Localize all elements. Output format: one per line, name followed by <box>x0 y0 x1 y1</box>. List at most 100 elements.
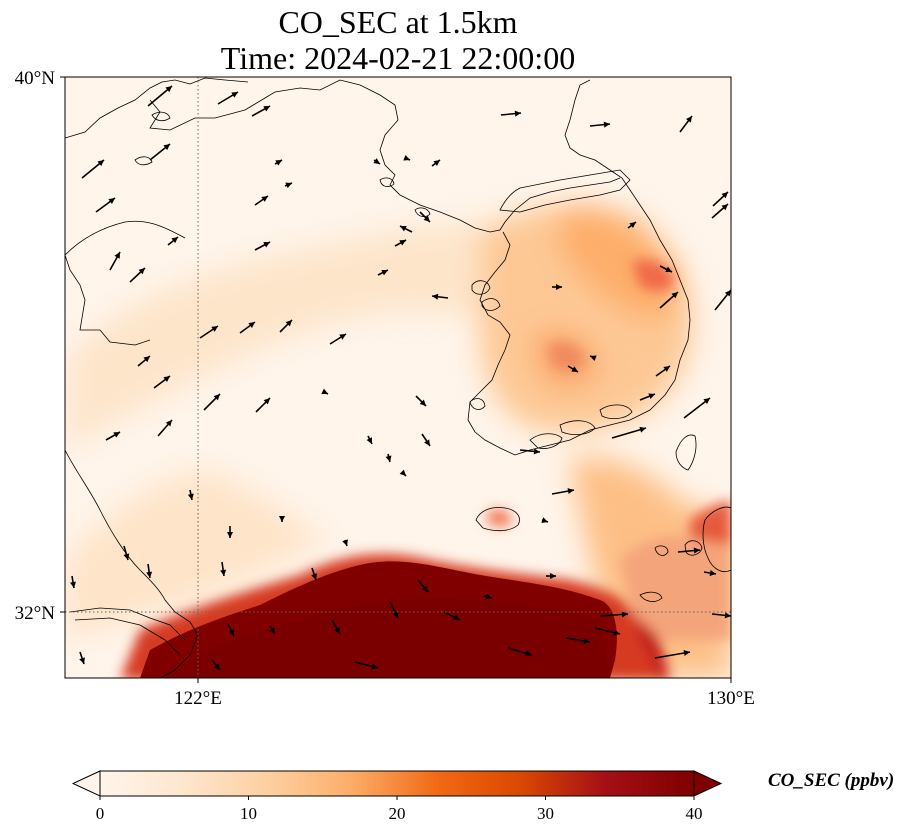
wind-vector-head <box>419 399 426 406</box>
wind-vector-head <box>285 182 292 189</box>
wind-vector-head <box>571 366 578 372</box>
wind-vector-head <box>70 581 76 588</box>
wind-vector-head <box>403 154 410 161</box>
wind-vector-head <box>385 455 392 462</box>
axis-ticks <box>60 76 732 683</box>
map-frame <box>64 76 732 679</box>
wind-vector-head <box>187 493 194 500</box>
wind-vector-head <box>724 612 731 619</box>
wind-vector-head <box>381 270 388 276</box>
wind-vector-head <box>421 585 428 592</box>
wind-vector-head <box>671 292 678 299</box>
wind-vector-head <box>279 516 285 522</box>
wind-vector-head <box>275 160 282 166</box>
wind-vector-head <box>724 290 731 297</box>
colorbar-tick-20: 20 <box>389 804 406 823</box>
wind-vector-head <box>556 284 562 290</box>
wind-vector-head <box>138 268 145 275</box>
wind-vector-head <box>285 320 292 327</box>
wind-vector-head <box>311 573 317 580</box>
wind-vector-head <box>163 144 170 151</box>
colorbar-gradient <box>100 771 694 796</box>
wind-vector-head <box>648 393 655 400</box>
wind-vector-head <box>665 266 672 272</box>
wind-vector-head <box>248 322 255 328</box>
wind-vector-head <box>550 573 556 579</box>
wind-vector-head <box>424 439 430 446</box>
wind-vector-head <box>213 663 220 670</box>
wind-vector-head <box>514 110 521 117</box>
wind-vector-head <box>165 86 172 93</box>
wind-vector-head <box>423 215 430 222</box>
wind-vector-head <box>453 614 460 620</box>
wind-vector-head <box>263 106 270 112</box>
gridlines <box>65 77 731 678</box>
colorbar: 0 10 20 30 40 <box>71 770 723 823</box>
colorbar-tick-10: 10 <box>240 804 257 823</box>
wind-vector-head <box>621 611 628 618</box>
wind-vector-head <box>721 204 728 211</box>
lon-label-122e: 122°E <box>174 688 222 709</box>
wind-vector-head <box>525 650 532 657</box>
wind-vector-head <box>342 539 348 546</box>
wind-vector-head <box>686 116 692 123</box>
wind-vector-head <box>220 569 227 576</box>
colorbar-label: CO_SEC (ppbv) <box>768 770 895 791</box>
wind-vector-head <box>533 448 540 455</box>
wind-vector-head <box>79 657 85 664</box>
wind-vector-head <box>567 488 574 495</box>
wind-vector-head <box>663 366 670 372</box>
wind-vector-head <box>583 638 590 644</box>
wind-vector-head <box>709 570 716 576</box>
wind-vector-head <box>590 355 597 362</box>
wind-vector-head <box>171 237 178 244</box>
colorbar-min-extend <box>71 770 101 797</box>
wind-vector-head <box>432 293 439 300</box>
wind-vectors <box>70 85 731 671</box>
wind-vector-head <box>400 226 407 232</box>
wind-vector-head <box>321 388 328 394</box>
wind-vector-head <box>108 198 115 204</box>
wind-vector-head <box>261 196 268 202</box>
map-time-subtitle: Time: 2024-02-21 22:00:00 <box>220 40 576 76</box>
wind-vector-head <box>693 547 700 554</box>
wind-vector-head <box>146 571 153 578</box>
wind-vector-head <box>114 252 120 259</box>
wind-vector-head <box>703 398 710 405</box>
wind-vector-head <box>433 160 440 166</box>
lon-label-130e: 130°E <box>707 688 755 709</box>
colorbar-tick-0: 0 <box>96 804 105 823</box>
wind-vector-head <box>211 326 218 332</box>
coastlines <box>65 77 731 678</box>
wind-vector-head <box>371 663 378 670</box>
wind-vector-head <box>339 334 346 340</box>
wind-vector-head <box>399 469 406 476</box>
wind-vector-head <box>541 517 548 523</box>
lat-label-32n: 32°N <box>15 603 56 624</box>
lat-label-40n: 40°N <box>15 68 56 89</box>
wind-vector-head <box>113 432 120 438</box>
wind-vector-head <box>231 92 238 98</box>
wind-vector-head <box>97 160 104 167</box>
colorbar-max-extend <box>693 770 723 797</box>
wind-vector-head <box>721 192 728 199</box>
wind-vector-head <box>123 553 130 560</box>
wind-vector-head <box>683 650 690 656</box>
map-title: CO_SEC at 1.5km <box>278 4 518 40</box>
wind-vector-head <box>165 420 172 427</box>
wind-vector-head <box>263 242 270 248</box>
wind-vector-head <box>227 532 233 538</box>
wind-vector-head <box>334 627 340 634</box>
wind-vector-head <box>143 356 150 363</box>
wind-vector-head <box>366 437 372 444</box>
wind-vector-head <box>213 394 220 401</box>
wind-vector-head <box>485 593 492 600</box>
wind-vector-head <box>269 627 275 634</box>
concentration-field <box>65 77 731 678</box>
wind-vector-head <box>603 121 610 128</box>
wind-vector-head <box>392 611 398 618</box>
wind-vector-head <box>163 376 170 382</box>
wind-vector-head <box>629 222 636 228</box>
wind-vector-head <box>263 398 270 405</box>
